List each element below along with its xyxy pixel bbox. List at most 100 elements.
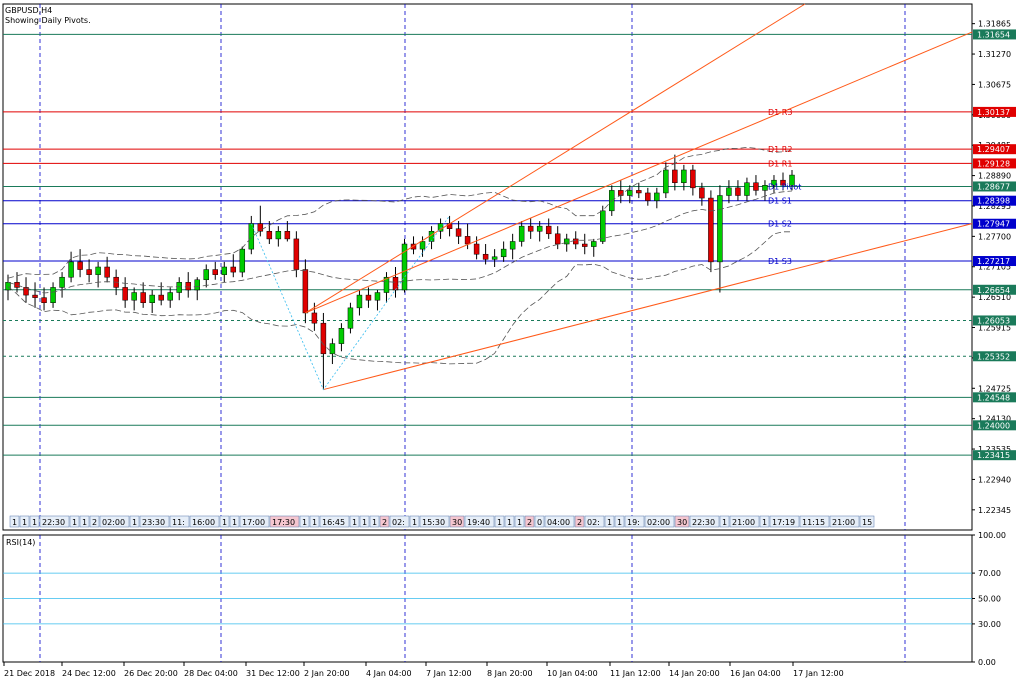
y-tick-label: 1.31865 — [978, 20, 1011, 29]
session-marker — [464, 515, 495, 528]
candle-body — [140, 292, 146, 303]
candle-body — [257, 223, 264, 232]
y-tick-label: 1.22940 — [978, 475, 1011, 484]
candle-body — [356, 294, 363, 309]
candle-body — [500, 248, 507, 258]
pivot-label: D1 Pivot — [768, 182, 801, 191]
candle-body — [32, 294, 38, 298]
rsi-tick-label: 30.00 — [978, 620, 1001, 629]
candle-body — [762, 185, 768, 191]
session-marker-label: 16:45 — [322, 518, 345, 527]
candle-body — [167, 292, 173, 301]
candle-body — [618, 190, 624, 196]
session-marker — [624, 515, 645, 528]
price-tag-label: 1.24000 — [977, 421, 1010, 430]
candle-body — [131, 292, 137, 301]
candle-body — [158, 294, 164, 301]
price-tag-label: 1.31654 — [977, 30, 1010, 39]
session-marker-label: 1 — [517, 518, 522, 527]
chart-title: GBPUSD,H4 — [5, 6, 52, 15]
session-marker-label: 15 — [862, 518, 872, 527]
candle-body — [554, 233, 561, 245]
candle-body — [455, 228, 462, 237]
session-marker — [189, 515, 220, 528]
x-tick-label: 21 Dec 2018 — [4, 669, 55, 678]
session-marker — [534, 515, 545, 528]
session-marker — [689, 515, 720, 528]
candle-body — [780, 179, 786, 186]
y-tick-label: 1.22345 — [978, 506, 1011, 515]
candle-body — [627, 190, 633, 196]
price-tag-label: 1.26654 — [977, 286, 1010, 295]
session-marker — [614, 515, 625, 528]
candle-body — [50, 287, 56, 303]
candle-body — [735, 187, 741, 196]
price-tag-label: 1.30137 — [977, 108, 1010, 117]
candle-body — [464, 236, 471, 245]
pivot-label: D1 S1 — [768, 197, 792, 206]
candle-body — [284, 231, 291, 240]
session-marker — [79, 515, 90, 528]
candle-body — [311, 312, 318, 324]
candle-body — [690, 169, 696, 189]
candle-body — [753, 182, 759, 191]
x-tick-label: 7 Jan 12:00 — [426, 669, 472, 678]
candle-body — [545, 225, 552, 235]
price-tag-label: 1.29128 — [977, 159, 1010, 168]
session-marker-label: 30 — [677, 518, 687, 527]
candle-body — [789, 174, 795, 186]
pivot-label: D1 R2 — [768, 145, 792, 154]
y-tick-label: 1.31270 — [978, 50, 1011, 59]
session-marker — [449, 515, 465, 528]
session-marker — [99, 515, 130, 528]
session-marker-label: 19:40 — [467, 518, 490, 527]
session-marker-label: 1 — [722, 518, 727, 527]
x-tick-label: 14 Jan 20:00 — [669, 669, 720, 678]
session-marker — [369, 515, 380, 528]
price-tag — [973, 218, 1016, 229]
session-marker-label: 1 — [412, 518, 417, 527]
y-tick-label: 1.30675 — [978, 80, 1011, 89]
session-marker — [299, 515, 310, 528]
y-tick-label: 1.27700 — [978, 232, 1011, 241]
candle-body — [293, 238, 300, 270]
candle-body — [509, 241, 516, 250]
session-marker-label: 1 — [72, 518, 77, 527]
session-marker-label: 02: — [587, 518, 600, 527]
session-marker — [379, 515, 390, 528]
session-marker — [859, 515, 875, 528]
candle-body — [266, 231, 273, 240]
session-marker — [389, 515, 410, 528]
candle-body — [374, 292, 381, 301]
session-marker-label: 1 — [497, 518, 502, 527]
x-tick-label: 31 Dec 12:00 — [246, 669, 300, 678]
envelope-mid — [7, 190, 793, 294]
session-marker-label: 02:00 — [102, 518, 125, 527]
candle-body — [41, 297, 47, 303]
session-marker — [349, 515, 360, 528]
price-tag — [973, 158, 1016, 169]
pivot-label: D1 R1 — [768, 159, 792, 168]
y-tick-label: 1.28295 — [978, 202, 1011, 211]
session-marker-label: 1 — [762, 518, 767, 527]
session-marker — [9, 515, 20, 528]
x-tick-label: 17 Jan 12:00 — [793, 669, 844, 678]
candle-body — [347, 307, 354, 329]
candle-body — [482, 253, 489, 260]
session-marker-label: 11: — [172, 518, 185, 527]
y-tick-label: 1.26510 — [978, 293, 1011, 302]
candle-body — [572, 238, 579, 245]
candle-body — [654, 192, 660, 201]
price-tag — [973, 256, 1016, 267]
session-marker — [544, 515, 575, 528]
candle-body — [221, 266, 228, 275]
price-tag — [973, 106, 1016, 117]
session-marker-label: 19: — [627, 518, 640, 527]
session-marker — [19, 515, 30, 528]
candle-body — [104, 266, 110, 278]
session-marker — [69, 515, 80, 528]
price-tag-label: 1.26053 — [977, 316, 1010, 325]
price-tag — [973, 392, 1016, 403]
